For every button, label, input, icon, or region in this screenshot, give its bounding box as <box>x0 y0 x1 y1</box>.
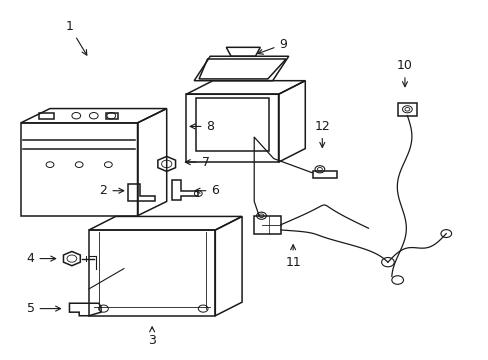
Text: 7: 7 <box>185 156 209 168</box>
Text: 4: 4 <box>26 252 56 265</box>
Text: 12: 12 <box>314 120 329 147</box>
Text: 11: 11 <box>285 245 301 269</box>
Text: 9: 9 <box>258 38 287 54</box>
Text: 6: 6 <box>195 184 219 197</box>
Text: 3: 3 <box>148 327 156 347</box>
Text: 1: 1 <box>65 20 87 55</box>
Text: 2: 2 <box>100 184 123 197</box>
Text: 10: 10 <box>396 59 412 87</box>
Text: 8: 8 <box>190 120 214 133</box>
Text: 5: 5 <box>26 302 61 315</box>
